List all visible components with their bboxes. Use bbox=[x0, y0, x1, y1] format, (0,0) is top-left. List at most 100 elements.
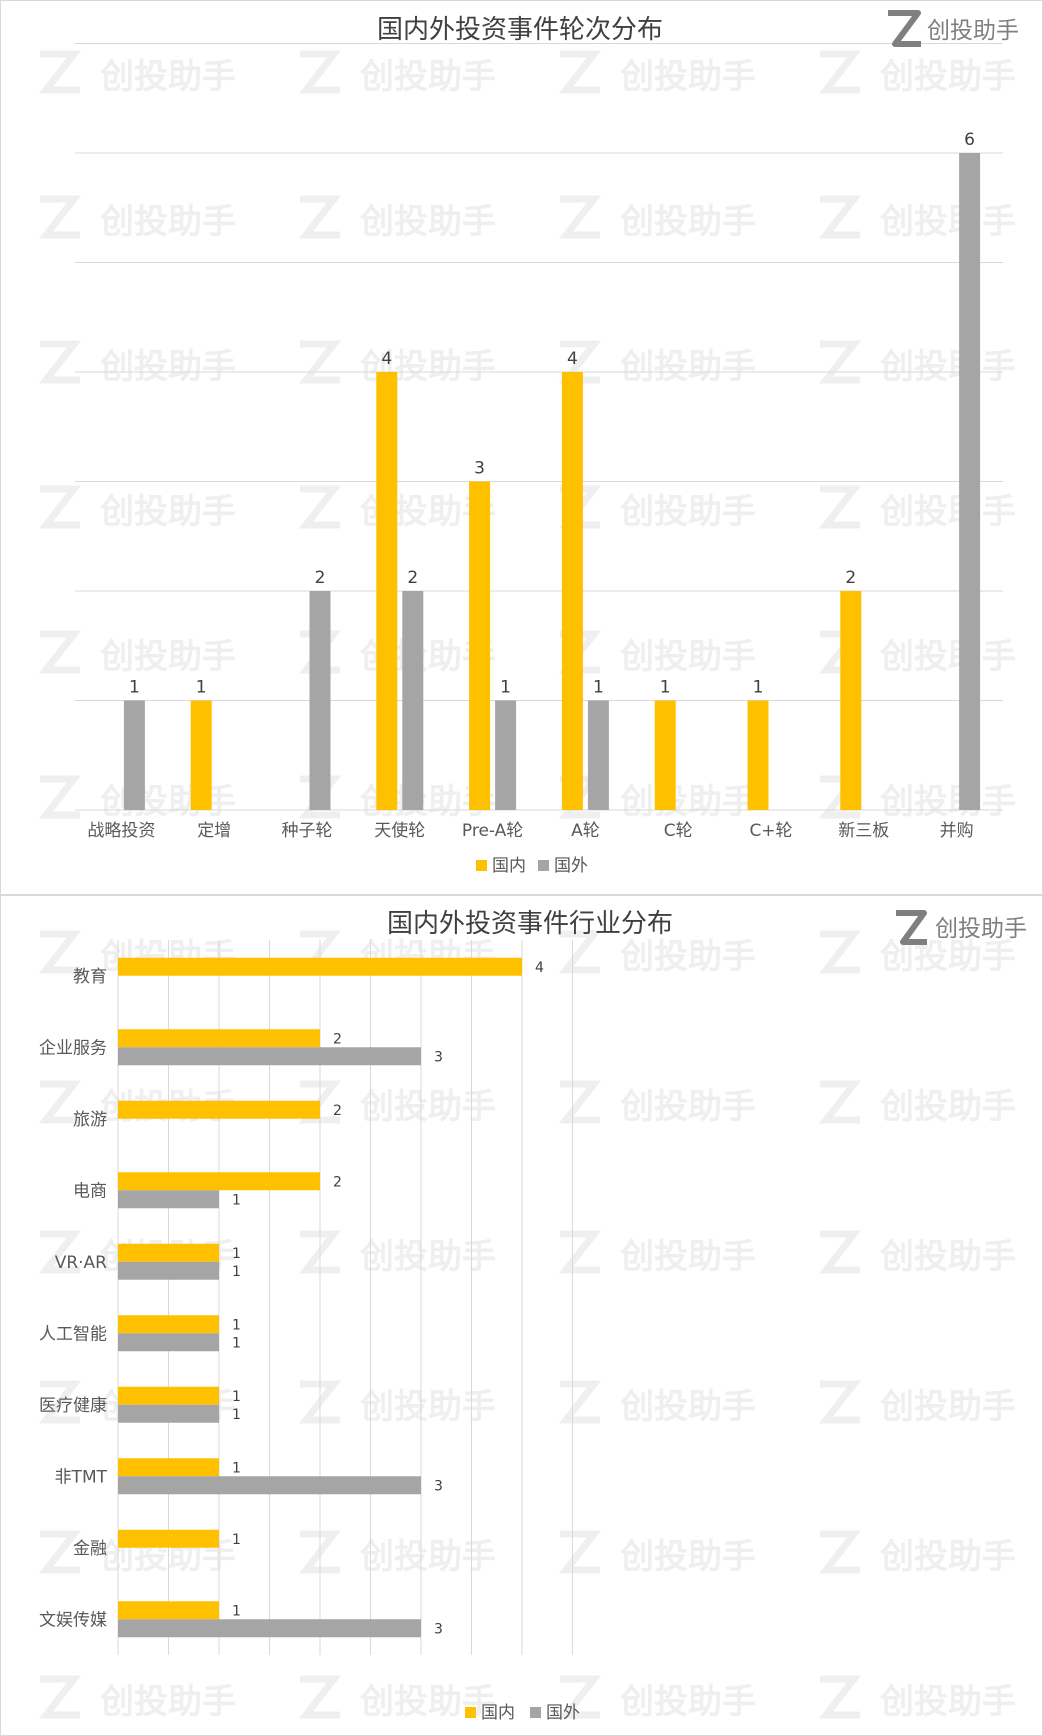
watermark: 创投助手 bbox=[38, 50, 236, 97]
bar-domestic bbox=[118, 1458, 219, 1477]
data-label: 2 bbox=[333, 1103, 342, 1119]
watermark: 创投助手 bbox=[818, 485, 1016, 532]
watermark: 创投助手 bbox=[558, 930, 756, 977]
watermark-text: 创投助手 bbox=[879, 1087, 1016, 1127]
data-label: 3 bbox=[474, 459, 485, 479]
legend: 国内 国外 bbox=[465, 1703, 580, 1723]
watermark: 创投助手 bbox=[298, 1080, 496, 1127]
watermark-logo-icon bbox=[298, 340, 342, 384]
z-logo-icon bbox=[896, 910, 927, 945]
watermark-logo-icon bbox=[38, 775, 82, 819]
watermark-logo-icon bbox=[818, 485, 862, 529]
data-label: 2 bbox=[333, 1174, 342, 1190]
watermark: 创投助手 bbox=[558, 775, 756, 822]
data-label: 1 bbox=[232, 1192, 241, 1208]
watermark-logo-icon bbox=[38, 1080, 82, 1124]
watermark-logo-icon bbox=[818, 930, 862, 974]
watermark-text: 创投助手 bbox=[99, 347, 236, 387]
watermark-logo-icon bbox=[558, 50, 602, 94]
bar-foreign bbox=[118, 1476, 421, 1495]
watermark: 创投助手 bbox=[298, 1530, 496, 1577]
category-tick-label: 天使轮 bbox=[374, 820, 425, 841]
category-tick-label: 新三板 bbox=[838, 821, 889, 841]
watermark-text: 创投助手 bbox=[99, 1682, 236, 1722]
category-tick-label: 种子轮 bbox=[282, 821, 333, 841]
bar-foreign bbox=[118, 1190, 219, 1209]
watermark-text: 创投助手 bbox=[879, 347, 1016, 387]
watermark-logo-icon bbox=[38, 1230, 82, 1274]
data-label: 1 bbox=[232, 1603, 241, 1619]
bar-foreign bbox=[959, 153, 981, 810]
legend-label-foreign: 国外 bbox=[546, 1703, 580, 1723]
watermark: 创投助手 bbox=[38, 1675, 236, 1722]
watermark-text: 创投助手 bbox=[619, 1087, 756, 1127]
watermark-logo-icon bbox=[558, 930, 602, 974]
watermark: 创投助手 bbox=[558, 1530, 756, 1577]
watermark: 创投助手 bbox=[818, 1380, 1016, 1427]
bar-domestic bbox=[118, 1529, 219, 1548]
watermark-text: 创投助手 bbox=[359, 1087, 496, 1127]
data-label: 1 bbox=[593, 678, 604, 698]
watermark-logo-icon bbox=[558, 1230, 602, 1274]
bar-domestic bbox=[654, 700, 676, 810]
data-label: 1 bbox=[660, 678, 671, 698]
watermark-text: 创投助手 bbox=[99, 637, 236, 677]
category-tick-label: 战略投资 bbox=[87, 821, 155, 841]
watermark-logo-icon bbox=[38, 1675, 82, 1719]
bar-foreign bbox=[123, 700, 145, 810]
brand-logo: 创投助手 bbox=[888, 10, 1019, 47]
gridlines bbox=[75, 43, 1003, 811]
data-label: 1 bbox=[753, 678, 764, 698]
watermark: 创投助手 bbox=[818, 1530, 1016, 1577]
watermark-logo-icon bbox=[818, 1380, 862, 1424]
bar-foreign bbox=[118, 1619, 421, 1638]
round-distribution-chart-panel bbox=[0, 0, 1043, 895]
bar-domestic bbox=[118, 1172, 320, 1191]
watermark-text: 创投助手 bbox=[619, 347, 756, 387]
watermark-text: 创投助手 bbox=[619, 637, 756, 677]
watermark-text: 创投助手 bbox=[879, 1237, 1016, 1277]
watermark-text: 创投助手 bbox=[879, 1387, 1016, 1427]
watermark-logo-icon bbox=[818, 195, 862, 239]
watermark-logo-icon bbox=[818, 1080, 862, 1124]
watermark-text: 创投助手 bbox=[359, 57, 496, 97]
watermark: 创投助手 bbox=[818, 1675, 1016, 1722]
brand-name: 创投助手 bbox=[927, 18, 1019, 44]
category-tick-label: C轮 bbox=[664, 821, 693, 841]
bar-domestic bbox=[561, 372, 583, 810]
watermark-logo-icon bbox=[818, 340, 862, 384]
watermark: 创投助手 bbox=[298, 1380, 496, 1427]
watermark: 创投助手 bbox=[38, 340, 236, 387]
bar-foreign bbox=[402, 591, 424, 810]
watermark-logo-icon bbox=[38, 50, 82, 94]
data-label: 3 bbox=[434, 1478, 443, 1494]
watermark-logo-icon bbox=[558, 1530, 602, 1574]
watermark-text: 创投助手 bbox=[879, 782, 1016, 822]
watermark: 创投助手 bbox=[558, 340, 756, 387]
category-tick-label: 并购 bbox=[940, 821, 974, 841]
bar-domestic bbox=[118, 1100, 320, 1119]
legend-swatch-foreign bbox=[538, 860, 549, 871]
watermark: 创投助手 bbox=[298, 50, 496, 97]
bar-domestic bbox=[469, 481, 491, 810]
watermark-logo-icon bbox=[818, 775, 862, 819]
watermark-logo-icon bbox=[558, 1675, 602, 1719]
bar-foreign bbox=[587, 700, 609, 810]
watermark-layer: 创投助手创投助手创投助手创投助手创投助手创投助手创投助手创投助手创投助手创投助手… bbox=[38, 50, 1016, 822]
watermark: 创投助手 bbox=[38, 775, 236, 822]
watermark-logo-icon bbox=[818, 1530, 862, 1574]
watermark-logo-icon bbox=[38, 1380, 82, 1424]
data-label: 1 bbox=[232, 1317, 241, 1333]
bar-domestic bbox=[747, 700, 769, 810]
watermark-text: 创投助手 bbox=[99, 492, 236, 532]
legend-label-foreign: 国外 bbox=[554, 856, 588, 876]
data-label: 3 bbox=[434, 1621, 443, 1637]
watermark-text: 创投助手 bbox=[359, 1387, 496, 1427]
data-label: 1 bbox=[232, 1460, 241, 1476]
bar-foreign bbox=[495, 700, 517, 810]
data-label: 1 bbox=[196, 678, 207, 698]
bar-domestic bbox=[118, 1386, 219, 1405]
watermark: 创投助手 bbox=[818, 340, 1016, 387]
